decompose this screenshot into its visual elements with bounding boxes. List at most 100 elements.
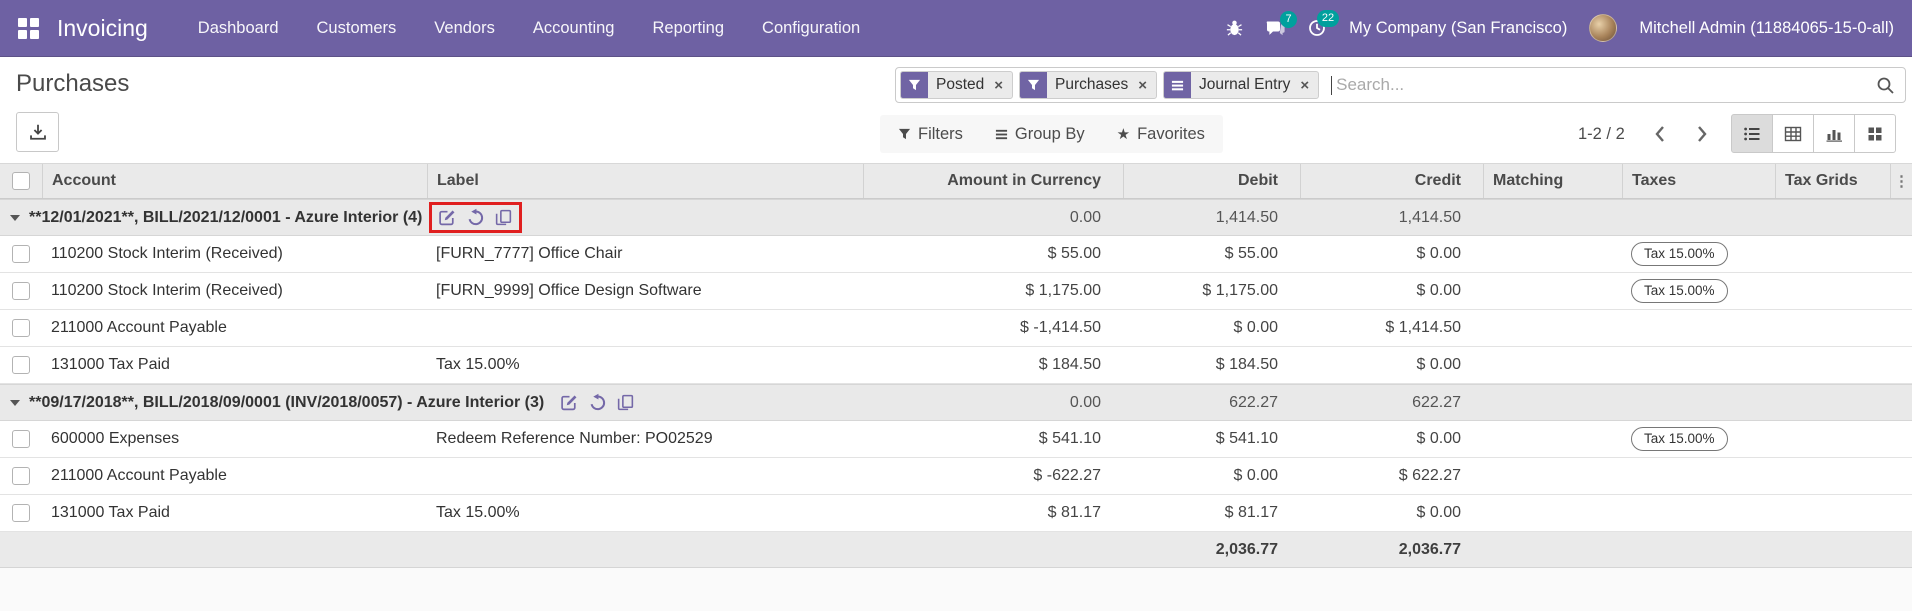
bars-icon xyxy=(995,129,1007,139)
column-header-account[interactable]: Account xyxy=(42,164,427,198)
row-checkbox-cell xyxy=(0,504,42,522)
menu-accounting[interactable]: Accounting xyxy=(532,18,615,37)
select-all-checkbox[interactable] xyxy=(12,172,30,190)
facet-remove-icon[interactable]: × xyxy=(994,76,1004,94)
annotation-red-box xyxy=(429,202,523,233)
copy-icon[interactable] xyxy=(616,393,635,412)
app-name[interactable]: Invoicing xyxy=(57,14,148,41)
column-header-credit[interactable]: Credit xyxy=(1300,164,1483,198)
kanban-icon xyxy=(1868,127,1882,140)
row-checkbox[interactable] xyxy=(12,282,30,300)
amount-currency-cell: $ -622.27 xyxy=(1033,467,1101,484)
journal-items-table: Account Label Amount in Currency Debit C… xyxy=(0,163,1912,568)
taxes-cell: Tax 15.00% xyxy=(1622,278,1775,304)
search-facet-purchases: Purchases × xyxy=(1019,71,1158,99)
search-icon[interactable] xyxy=(1876,76,1895,95)
apps-menu-icon[interactable] xyxy=(18,17,39,39)
row-checkbox-cell xyxy=(0,319,42,337)
search-facet-posted: Posted × xyxy=(900,71,1014,99)
row-checkbox[interactable] xyxy=(12,467,30,485)
debit-cell: $ 1,175.00 xyxy=(1202,282,1278,299)
company-switcher[interactable]: My Company (San Francisco) xyxy=(1349,18,1568,37)
row-checkbox[interactable] xyxy=(12,356,30,374)
group-header-cell: **09/17/2018**, BILL/2018/09/0001 (INV/2… xyxy=(0,392,863,413)
facet-label: Journal Entry xyxy=(1199,76,1291,93)
account-cell: 110200 Stock Interim (Received) xyxy=(51,245,283,262)
pivot-view-button[interactable] xyxy=(1772,114,1814,153)
collapse-caret-icon[interactable] xyxy=(10,399,20,406)
journal-item-row[interactable]: 131000 Tax Paid Tax 15.00% $ 81.17 $ 81.17 $… xyxy=(0,495,1912,532)
menu-vendors[interactable]: Vendors xyxy=(434,18,495,37)
row-checkbox-cell xyxy=(0,282,42,300)
group-amount_currency: 0.00 xyxy=(1069,208,1101,226)
column-header-tax-grids[interactable]: Tax Grids xyxy=(1775,164,1890,198)
optional-columns-icon[interactable]: ⋮ xyxy=(1890,164,1912,198)
copy-icon[interactable] xyxy=(494,208,513,227)
pager-next-icon[interactable] xyxy=(1695,124,1709,144)
tax-badge: Tax 15.00% xyxy=(1631,241,1728,267)
column-header-taxes[interactable]: Taxes xyxy=(1622,164,1775,198)
graph-view-button[interactable] xyxy=(1813,114,1855,153)
group-label: **12/01/2021**, BILL/2021/12/0001 - Azur… xyxy=(29,208,423,226)
filters-button[interactable]: Filters xyxy=(898,125,963,144)
account-cell: 110200 Stock Interim (Received) xyxy=(51,282,283,299)
facet-remove-icon[interactable]: × xyxy=(1138,76,1148,94)
row-checkbox[interactable] xyxy=(12,504,30,522)
tax-badge: Tax 15.00% xyxy=(1631,278,1728,304)
label-cell: Tax 15.00% xyxy=(436,356,520,373)
search-input[interactable] xyxy=(1334,74,1876,96)
favorites-button[interactable]: ★ Favorites xyxy=(1116,124,1205,144)
journal-item-row[interactable]: 110200 Stock Interim (Received) [FURN_999… xyxy=(0,273,1912,310)
export-button[interactable] xyxy=(16,112,59,152)
debit-cell: $ 0.00 xyxy=(1233,467,1278,484)
label-cell: Tax 15.00% xyxy=(436,504,520,521)
menu-reporting[interactable]: Reporting xyxy=(652,18,725,37)
credit-cell: $ 1,414.50 xyxy=(1385,319,1461,336)
download-icon xyxy=(29,123,47,141)
debit-cell: $ 0.00 xyxy=(1233,319,1278,336)
journal-item-row[interactable]: 600000 Expenses Redeem Reference Number: … xyxy=(0,421,1912,458)
select-all-checkbox-cell xyxy=(0,164,42,198)
collapse-caret-icon[interactable] xyxy=(10,214,20,221)
menu-dashboard[interactable]: Dashboard xyxy=(197,18,279,37)
row-checkbox[interactable] xyxy=(12,319,30,337)
search-options-bar: Filters Group By ★ Favorites xyxy=(880,115,1223,153)
group-label: **09/17/2018**, BILL/2018/09/0001 (INV/2… xyxy=(29,393,545,411)
undo-icon[interactable] xyxy=(466,208,485,227)
debug-bug-icon[interactable] xyxy=(1226,19,1243,37)
journal-item-row[interactable]: 110200 Stock Interim (Received) [FURN_777… xyxy=(0,236,1912,273)
column-header-amount-in-currency[interactable]: Amount in Currency xyxy=(863,164,1123,198)
row-checkbox[interactable] xyxy=(12,245,30,263)
credit-cell: $ 0.00 xyxy=(1416,282,1461,299)
activities-clock-icon[interactable]: 22 xyxy=(1307,10,1340,38)
group-header-row[interactable]: **09/17/2018**, BILL/2018/09/0001 (INV/2… xyxy=(0,384,1912,421)
label-cell: [FURN_7777] Office Chair xyxy=(436,245,623,262)
column-header-debit[interactable]: Debit xyxy=(1123,164,1300,198)
journal-item-row[interactable]: 131000 Tax Paid Tax 15.00% $ 184.50 $ 184.5… xyxy=(0,347,1912,384)
menu-customers[interactable]: Customers xyxy=(316,18,397,37)
journal-item-row[interactable]: 211000 Account Payable $ -1,414.50 $ 0.00 $… xyxy=(0,310,1912,347)
edit-icon[interactable] xyxy=(560,393,579,412)
edit-icon[interactable] xyxy=(438,208,457,227)
column-header-label[interactable]: Label xyxy=(427,164,863,198)
amount-currency-cell: $ 541.10 xyxy=(1038,430,1101,447)
pager-previous-icon[interactable] xyxy=(1653,124,1667,144)
journal-item-row[interactable]: 211000 Account Payable $ -622.27 $ 0.00 $ 6… xyxy=(0,458,1912,495)
list-view-button[interactable] xyxy=(1731,114,1773,153)
debit-cell: $ 184.50 xyxy=(1215,356,1278,373)
group-header-row[interactable]: **12/01/2021**, BILL/2021/12/0001 - Azur… xyxy=(0,199,1912,236)
kanban-view-button[interactable] xyxy=(1854,114,1896,153)
column-header-matching[interactable]: Matching xyxy=(1483,164,1622,198)
messages-icon[interactable]: 7 xyxy=(1265,10,1298,38)
user-menu[interactable]: Mitchell Admin (11884065-15-0-all) xyxy=(1639,18,1894,37)
undo-icon[interactable] xyxy=(588,393,607,412)
list-icon xyxy=(1744,127,1760,140)
group-credit: 622.27 xyxy=(1412,393,1461,411)
menu-configuration[interactable]: Configuration xyxy=(762,18,861,37)
filter-icon xyxy=(1020,72,1048,98)
pager-range: 1-2 / 2 xyxy=(1578,124,1625,143)
user-avatar[interactable] xyxy=(1589,14,1618,42)
group-by-button[interactable]: Group By xyxy=(995,125,1085,144)
facet-remove-icon[interactable]: × xyxy=(1300,76,1310,94)
row-checkbox[interactable] xyxy=(12,430,30,448)
